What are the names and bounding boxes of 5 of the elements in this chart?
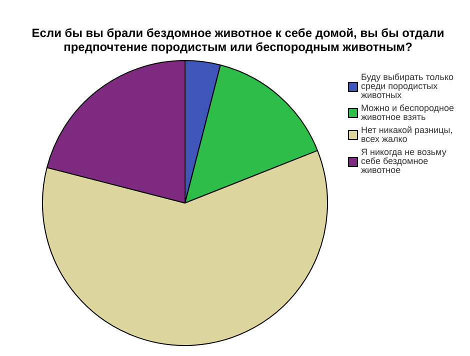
legend-label: Можно и беспородное животное взять	[361, 103, 456, 122]
chart-title: Если бы вы брали бездомное животное к себе домой, вы бы отдали предпочтение породистым или беспородным животным?	[30, 26, 446, 54]
legend-label: Я никогда не возьму себе бездомное животное	[361, 147, 448, 175]
legend-label: Нет никакой разницы, всех жалко	[361, 125, 454, 144]
legend-label: Буду выбирать только среди породистых животных	[361, 72, 455, 100]
